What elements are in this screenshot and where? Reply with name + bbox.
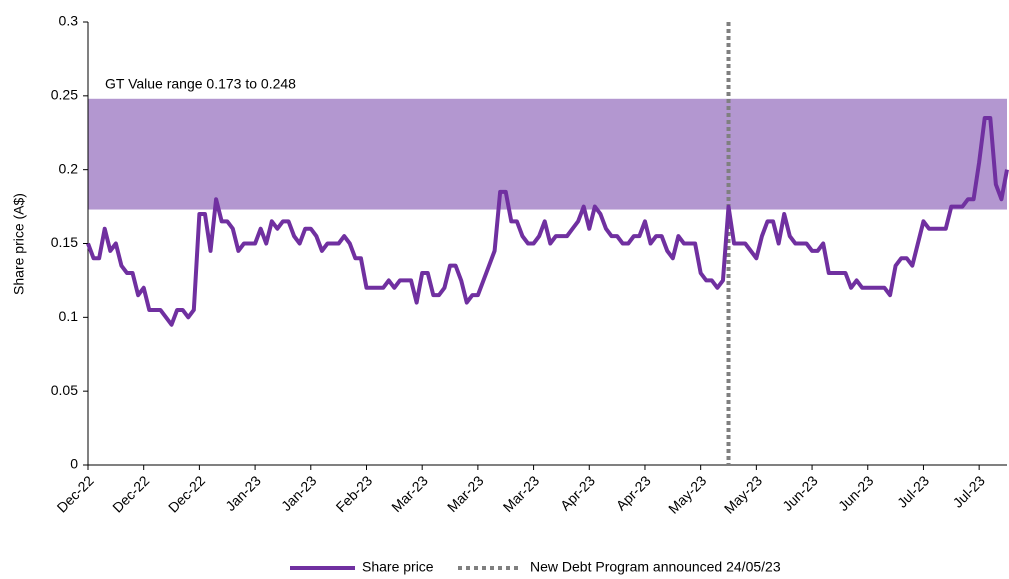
legend-label: Share price: [362, 559, 434, 575]
band-label: GT Value range 0.173 to 0.248: [105, 75, 296, 91]
value-band: [88, 98, 1007, 210]
y-tick-label: 0.25: [51, 87, 78, 103]
x-tick-label: Jun-23: [835, 472, 877, 514]
x-tick-label: Mar-23: [500, 472, 543, 515]
x-tick-label: May-23: [665, 472, 709, 516]
x-tick-label: Dec-22: [109, 472, 152, 515]
y-tick-label: 0.2: [59, 160, 79, 176]
x-tick-label: Dec-22: [54, 472, 97, 515]
x-tick-label: Jan-23: [278, 472, 320, 514]
x-tick-label: Jun-23: [779, 472, 821, 514]
x-tick-label: Jul-23: [950, 472, 988, 510]
x-tick-label: Jul-23: [894, 472, 932, 510]
x-tick-label: May-23: [721, 472, 765, 516]
x-tick-label: Mar-23: [388, 472, 431, 515]
x-tick-label: Apr-23: [613, 472, 654, 513]
y-tick-label: 0.3: [59, 13, 79, 29]
legend-label: New Debt Program announced 24/05/23: [530, 559, 781, 575]
x-tick-label: Mar-23: [444, 472, 487, 515]
x-tick-label: Jan-23: [222, 472, 264, 514]
x-tick-label: Dec-22: [165, 472, 208, 515]
y-tick-label: 0.1: [59, 308, 79, 324]
y-tick-label: 0.05: [51, 382, 78, 398]
y-tick-label: 0: [70, 456, 78, 472]
price-line: [86, 115, 1009, 327]
y-axis-title: Share price (A$): [11, 193, 27, 295]
y-tick-label: 0.15: [51, 234, 78, 250]
x-tick-label: Feb-23: [333, 472, 376, 515]
x-tick-label: Apr-23: [557, 472, 598, 513]
